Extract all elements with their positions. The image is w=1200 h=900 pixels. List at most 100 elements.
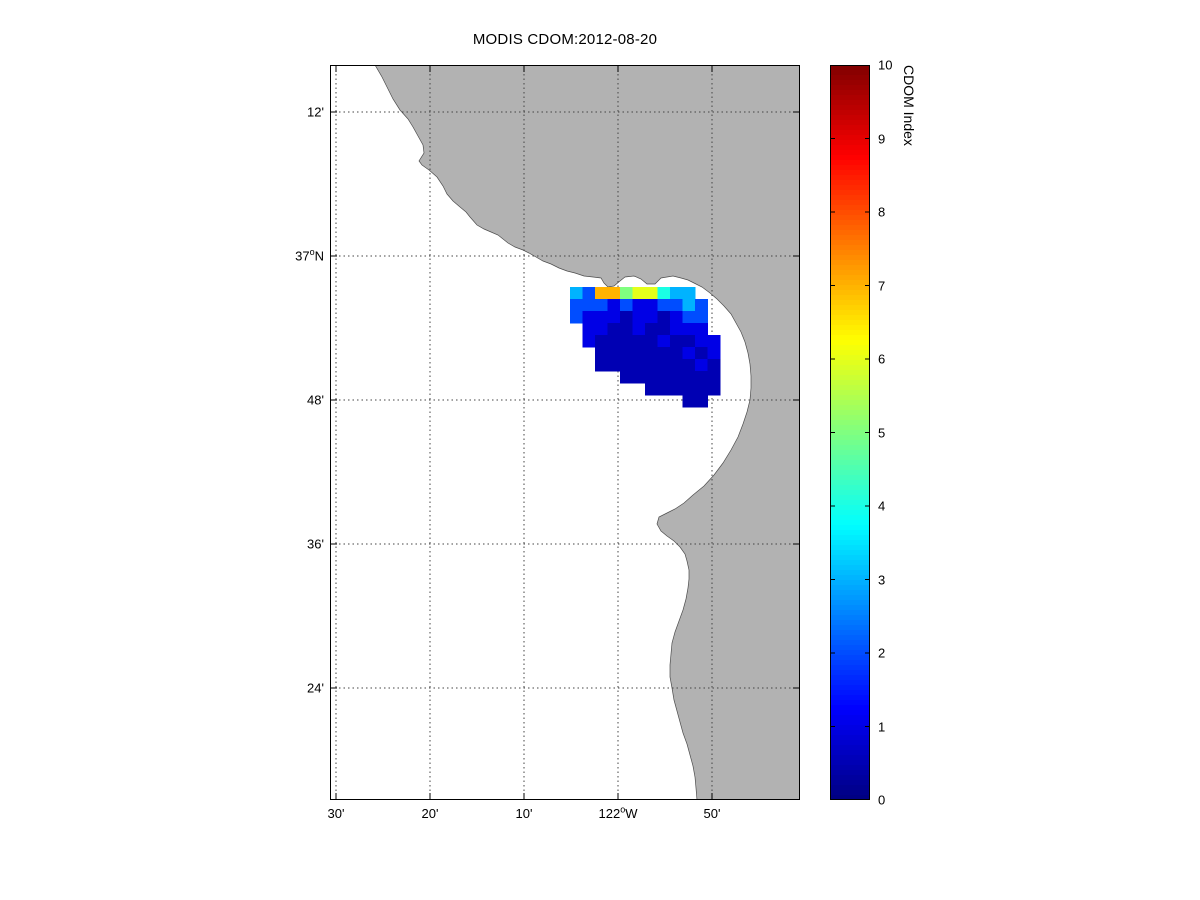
heatmap-cell: [645, 287, 658, 300]
heatmap-cell: [695, 347, 708, 360]
heatmap-cell: [582, 335, 596, 348]
heatmap-cell: [670, 371, 683, 384]
heatmap-cell: [607, 299, 621, 312]
heatmap-cell: [670, 347, 683, 360]
heatmap-cell: [695, 383, 708, 396]
heatmap-cell: [682, 335, 696, 348]
colorbar-tick-label: 7: [878, 278, 886, 293]
heatmap-cell: [632, 311, 646, 324]
heatmap-cell: [645, 347, 658, 360]
heatmap-cell: [707, 383, 721, 396]
heatmap-cell: [682, 347, 696, 360]
axis-tick-marks: [330, 65, 800, 800]
heatmap-cell: [657, 311, 671, 324]
heatmap-cell: [607, 359, 621, 372]
colorbar-tick-label: 5: [878, 425, 886, 440]
heatmap-cell: [682, 359, 696, 372]
heatmap-cell: [695, 359, 708, 372]
heatmap-cell: [632, 347, 646, 360]
heatmap-cell: [682, 323, 696, 336]
heatmap-cell: [682, 299, 696, 312]
heatmap-cell: [607, 323, 621, 336]
heatmap-cell: [657, 287, 671, 300]
heatmap-cell: [632, 287, 646, 300]
heatmap-cell: [607, 347, 621, 360]
heatmap-cell: [620, 371, 633, 384]
heatmap-cell: [657, 383, 671, 396]
heatmap-cell: [582, 299, 596, 312]
heatmap-cell: [595, 335, 608, 348]
map-plot: [330, 65, 800, 800]
heatmap-cell: [657, 359, 671, 372]
heatmap-cell: [682, 383, 696, 396]
x-tick-label: 50': [703, 806, 721, 821]
heatmap-cell: [670, 311, 683, 324]
plot-title: MODIS CDOM:2012-08-20: [472, 31, 658, 48]
heatmap-cell: [570, 311, 583, 324]
y-tick-label: 36': [307, 536, 324, 552]
colorbar-tick-label: 4: [878, 498, 886, 514]
heatmap-cell: [695, 371, 708, 384]
heatmap-cell: [670, 335, 683, 348]
heatmap-cell: [657, 323, 671, 336]
heatmap-cell: [707, 359, 721, 372]
colorbar-tick-label: 1: [878, 719, 886, 734]
colorbar-tick-label: 9: [878, 131, 886, 146]
heatmap-cell: [707, 371, 721, 384]
heatmap-cell: [595, 359, 608, 372]
heatmap-cell: [682, 311, 696, 324]
heatmap-cell: [695, 299, 708, 312]
colorbar-frame: [830, 65, 870, 800]
heatmap-cell: [645, 299, 658, 312]
heatmap-cell: [670, 383, 683, 396]
heatmap-cell: [645, 359, 658, 372]
colorbar-tick-label: 3: [878, 572, 886, 587]
plot-frame: [330, 65, 800, 800]
heatmap-cell: [645, 311, 658, 324]
heatmap-cell: [582, 323, 596, 336]
heatmap-cell: [657, 347, 671, 360]
heatmap-cell: [595, 347, 608, 360]
heatmap-cell: [645, 371, 658, 384]
grid-lines: [330, 65, 800, 800]
heatmap-cell: [607, 311, 621, 324]
colorbar-tick-label: 2: [878, 645, 886, 661]
heatmap-cell: [620, 323, 633, 336]
heatmap-cell: [707, 347, 721, 360]
heatmap-cell: [657, 335, 671, 348]
heatmap-cell: [620, 359, 633, 372]
colorbar-tick-label: 0: [878, 792, 886, 808]
colorbar-gradient: [830, 65, 870, 800]
heatmap-cell: [570, 299, 583, 312]
heatmap-cell: [607, 287, 621, 300]
x-tick-label: 20': [421, 806, 439, 821]
y-tick-label: 12': [307, 104, 324, 120]
heatmap-cell: [695, 311, 708, 324]
heatmap-cell: [695, 323, 708, 336]
x-tick-label: 30': [327, 806, 345, 821]
heatmap-cell: [670, 287, 683, 300]
y-tick-label: 37oN: [295, 247, 324, 264]
heatmap-cell: [607, 335, 621, 348]
colorbar-label: CDOM Index: [901, 65, 917, 146]
heatmap-cell: [570, 287, 583, 300]
heatmap-cell: [707, 335, 721, 348]
heatmap-cell: [582, 287, 596, 300]
heatmap-cell: [670, 359, 683, 372]
heatmap-cell: [645, 335, 658, 348]
heatmap-cell: [657, 371, 671, 384]
heatmap-cell: [632, 359, 646, 372]
heatmap-cell: [595, 323, 608, 336]
heatmap-cell: [645, 383, 658, 396]
heatmap-cell: [595, 287, 608, 300]
heatmap-cell: [682, 287, 696, 300]
y-tick-label: 48': [307, 392, 324, 408]
heatmap-cells: [570, 287, 721, 408]
heatmap-cell: [595, 299, 608, 312]
heatmap-cell: [695, 395, 708, 408]
heatmap-cell: [682, 395, 696, 408]
heatmap-cell: [657, 299, 671, 312]
x-tick-label: 122oW: [598, 804, 638, 821]
heatmap-cell: [632, 371, 646, 384]
